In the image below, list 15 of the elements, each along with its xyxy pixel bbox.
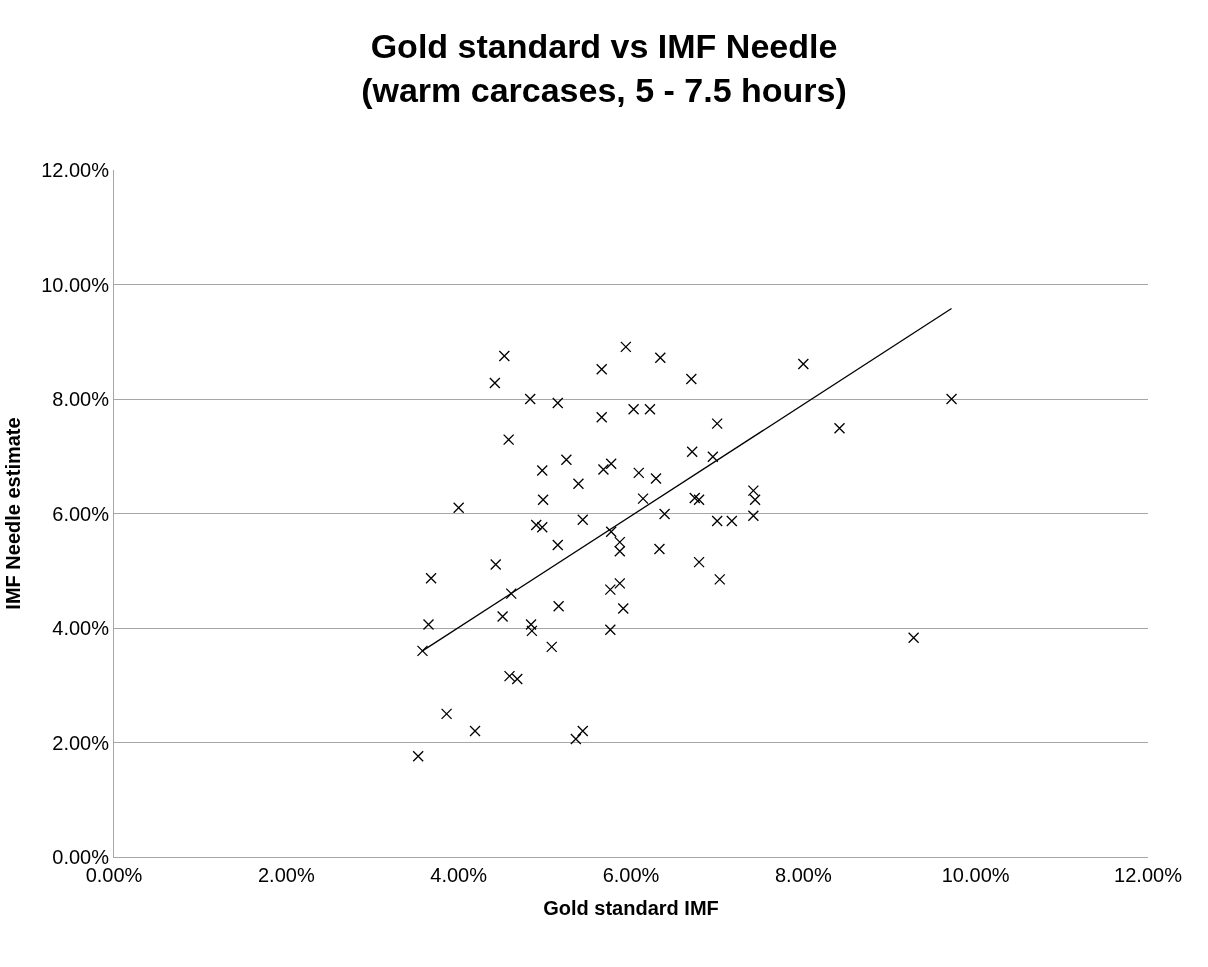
- y-tick-label: 4.00%: [52, 617, 110, 639]
- y-tick-label: 12.00%: [41, 159, 110, 181]
- x-tick-label: 6.00%: [602, 864, 660, 886]
- x-tick-label: 10.00%: [941, 864, 1010, 886]
- y-tick-label: 10.00%: [41, 273, 110, 296]
- y-tick-label: 6.00%: [52, 502, 110, 525]
- x-axis-title: Gold standard IMF: [543, 896, 719, 919]
- chart-title: Gold standard vs IMF Needle (warm carcases, 5 - 7.5 hours): [361, 27, 847, 110]
- x-tick-label: 12.00%: [1114, 864, 1183, 886]
- x-tick-label: 8.00%: [774, 864, 832, 886]
- x-tick-label: 2.00%: [257, 864, 315, 886]
- y-tick-label: 2.00%: [52, 731, 110, 754]
- x-tick-label: 4.00%: [430, 864, 488, 886]
- y-axis-title: IMF Needle estimate: [1, 417, 24, 610]
- y-tick-label: 8.00%: [52, 388, 110, 410]
